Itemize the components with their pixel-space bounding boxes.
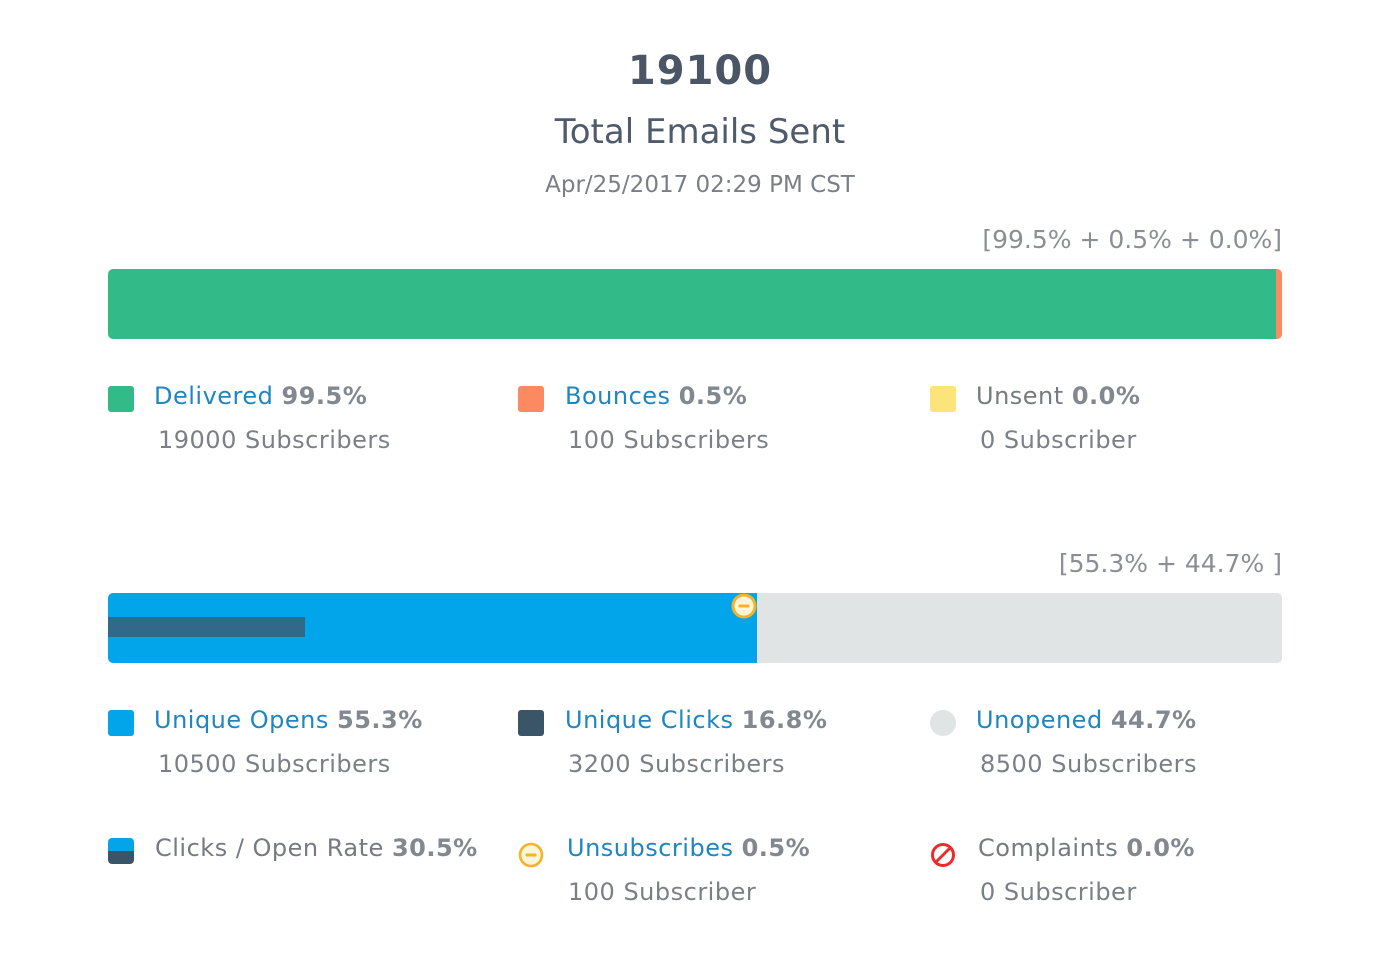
bounces-swatch [518, 386, 544, 412]
unique-clicks-label[interactable]: Unique Clicks [565, 706, 734, 734]
unsent-swatch [930, 386, 956, 412]
unique-opens-subscribers: 10500 Subscribers [158, 750, 391, 778]
unopened-percent: 44.7% [1110, 706, 1197, 734]
click-open-rate-label: Clicks / Open Rate [155, 834, 384, 862]
unsubscribes-subscribers: 100 Subscriber [568, 878, 757, 906]
delivered-label[interactable]: Delivered [154, 382, 274, 410]
unsent-subscribers: 0 Subscriber [980, 426, 1137, 454]
complaints-label: Complaints [978, 834, 1119, 862]
delivered-subscribers: 19000 Subscribers [158, 426, 391, 454]
unique-clicks-subscribers: 3200 Subscribers [568, 750, 785, 778]
delivery-breakdown-text: [99.5% + 0.5% + 0.0%] [982, 225, 1282, 254]
unique-clicks-swatch [518, 710, 544, 736]
delivered-percent: 99.5% [281, 382, 368, 410]
total-emails-count: 19100 [627, 48, 773, 94]
unopened-subscribers: 8500 Subscribers [980, 750, 1197, 778]
unique-clicks-overlay [108, 617, 306, 637]
bar-segment-delivered[interactable] [108, 269, 1277, 339]
delivered-swatch [108, 386, 134, 412]
complaints-percent: 0.0% [1126, 834, 1195, 862]
unsent-percent: 0.0% [1071, 382, 1141, 410]
unsubscribes-label[interactable]: Unsubscribes [567, 834, 734, 862]
engagement-bar[interactable] [108, 593, 1282, 663]
unsent-label: Unsent [976, 382, 1064, 410]
bounces-subscribers: 100 Subscribers [568, 426, 770, 454]
click-open-rate-icon [108, 838, 134, 864]
unopened-swatch [930, 710, 956, 736]
unsubscribes-percent: 0.5% [741, 834, 811, 862]
prohibited-icon [931, 843, 955, 867]
unique-opens-label[interactable]: Unique Opens [154, 706, 329, 734]
unsubscribe-icon [518, 842, 544, 868]
bar-segment-unopened[interactable] [757, 593, 1282, 663]
complaints-subscribers: 0 Subscriber [980, 878, 1137, 906]
unsubscribe-marker-icon [731, 593, 757, 619]
engagement-breakdown-text: [55.3% + 44.7% ] [1058, 549, 1282, 578]
unopened-label[interactable]: Unopened [976, 706, 1103, 734]
bounces-label[interactable]: Bounces [565, 382, 671, 410]
delivery-bar[interactable] [108, 269, 1282, 339]
report-timestamp: Apr/25/2017 02:29 PM CST [545, 172, 855, 198]
bounces-percent: 0.5% [678, 382, 748, 410]
unique-opens-percent: 55.3% [337, 706, 423, 734]
click-open-rate-percent: 30.5% [391, 834, 478, 862]
total-emails-label: Total Emails Sent [554, 112, 846, 152]
bar-segment-bounces[interactable] [1276, 269, 1282, 339]
unique-opens-swatch [108, 710, 134, 736]
unique-clicks-percent: 16.8% [741, 706, 828, 734]
